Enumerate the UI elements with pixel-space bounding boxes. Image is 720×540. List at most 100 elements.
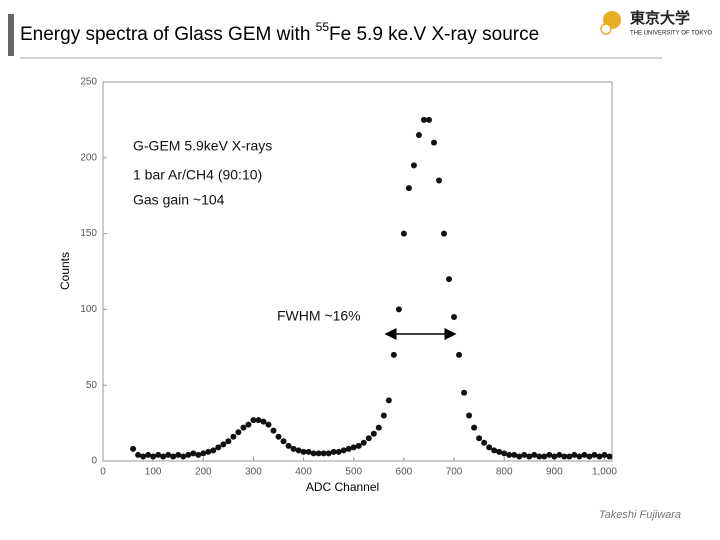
data-point	[270, 427, 277, 434]
data-point	[240, 424, 247, 431]
data-point	[250, 417, 257, 424]
data-point	[566, 453, 573, 460]
data-point	[425, 116, 432, 123]
logo-kanji: 東京大学	[630, 9, 690, 27]
title-text: Fe 5.9 ke.V X-ray source	[329, 24, 539, 45]
data-point	[170, 453, 177, 460]
data-point	[521, 451, 528, 458]
data-point	[365, 435, 372, 442]
x-tick-label: 900	[546, 467, 563, 478]
data-point	[175, 451, 182, 458]
data-point	[415, 132, 422, 139]
data-point	[375, 424, 382, 431]
data-point	[235, 429, 242, 436]
title-sup: 55	[316, 20, 330, 34]
data-point	[210, 447, 217, 454]
y-tick-label: 250	[80, 77, 97, 88]
x-tick-label: 700	[446, 467, 463, 478]
logo: 東京大学 THE UNIVERSITY OF TOKYO	[600, 9, 712, 37]
data-point	[180, 453, 187, 460]
data-point	[561, 453, 568, 460]
data-point	[150, 453, 157, 460]
data-point	[340, 447, 347, 454]
x-tick-label: 1,000	[592, 467, 617, 478]
data-point	[325, 450, 332, 457]
x-tick-label: 0	[100, 467, 106, 478]
y-tick-label: 100	[80, 304, 97, 315]
data-point	[230, 433, 237, 440]
logo-english: THE UNIVERSITY OF TOKYO	[630, 31, 712, 37]
data-point	[546, 451, 553, 458]
data-point	[380, 412, 387, 419]
data-point	[195, 451, 202, 458]
data-point	[556, 451, 563, 458]
footer: Takeshi Fujiwara	[599, 509, 681, 521]
data-point	[280, 438, 287, 445]
data-point	[420, 116, 427, 123]
data-point	[410, 162, 417, 169]
data-point	[395, 306, 402, 313]
data-point	[496, 448, 503, 455]
data-point	[140, 453, 147, 460]
x-tick-label: 100	[145, 467, 162, 478]
data-point	[526, 453, 533, 460]
data-point	[456, 351, 463, 358]
data-point	[315, 450, 322, 457]
data-point	[476, 435, 483, 442]
data-point	[506, 451, 513, 458]
data-point	[481, 439, 488, 446]
data-point	[390, 351, 397, 358]
data-point	[601, 451, 608, 458]
data-point	[446, 276, 453, 283]
data-point	[305, 448, 312, 455]
data-point	[310, 450, 317, 457]
data-point	[295, 447, 302, 454]
data-point	[486, 444, 493, 451]
data-point	[190, 450, 197, 457]
data-point	[571, 451, 578, 458]
data-point	[370, 430, 377, 437]
data-point	[200, 450, 207, 457]
data-point	[576, 453, 583, 460]
title-bar	[8, 14, 14, 56]
data-point	[185, 451, 192, 458]
annotation: 1 bar Ar/CH4 (90:10)	[133, 167, 262, 183]
data-point	[441, 230, 448, 237]
data-point	[335, 448, 342, 455]
data-point	[466, 412, 473, 419]
data-point	[215, 444, 222, 451]
data-point	[330, 448, 337, 455]
data-point	[491, 447, 498, 454]
data-point	[220, 441, 227, 448]
data-point	[155, 451, 162, 458]
data-point	[245, 421, 252, 428]
data-point	[471, 424, 478, 431]
data-point	[345, 445, 352, 452]
logo-icon	[600, 23, 612, 35]
data-point	[405, 185, 412, 192]
y-axis-label: Counts	[58, 252, 72, 290]
x-tick-label: 500	[345, 467, 362, 478]
plot: 0 50 100 150 200 250 0 100 200 300 400 500 600 700 800…	[58, 77, 617, 495]
data-point	[536, 453, 543, 460]
y-tick-label: 0	[91, 456, 97, 467]
x-tick-label: 400	[295, 467, 312, 478]
data-point	[586, 453, 593, 460]
data-point	[350, 444, 357, 451]
data-point	[300, 448, 307, 455]
data-point	[531, 451, 538, 458]
data-point	[320, 450, 327, 457]
data-point	[385, 397, 392, 404]
annotation: FWHM ~16%	[277, 308, 361, 324]
y-tick-label: 200	[80, 152, 97, 163]
data-point	[400, 230, 407, 237]
data-point	[430, 139, 437, 146]
data-point	[260, 418, 267, 425]
data-point	[165, 451, 172, 458]
title-text: Energy spectra of Glass GEM with	[20, 24, 316, 45]
data-point	[581, 451, 588, 458]
y-tick-label: 150	[80, 228, 97, 239]
data-point	[205, 448, 212, 455]
data-point	[355, 442, 362, 449]
